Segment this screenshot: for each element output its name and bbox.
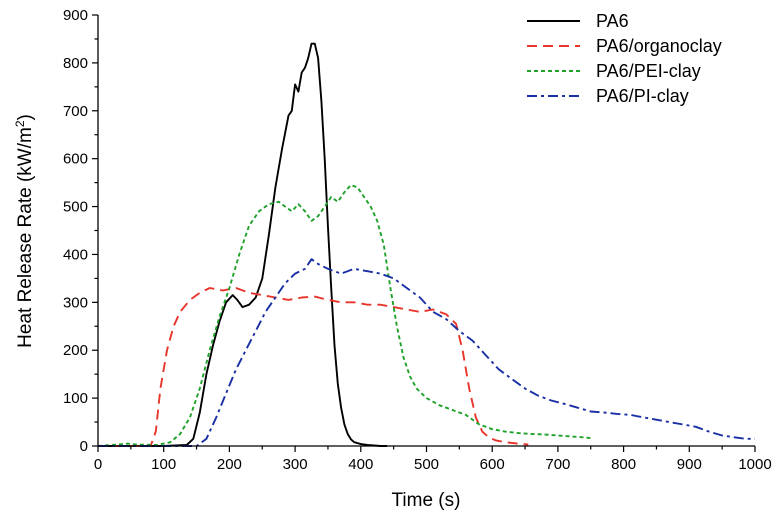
y-tick-label: 900 <box>63 7 88 24</box>
y-axis-title: Heat Release Rate (kW/m2) <box>13 114 36 348</box>
legend-label: PA6/PEI-clay <box>596 61 701 81</box>
legend-label: PA6 <box>596 11 629 31</box>
x-axis-title: Time (s) <box>392 490 461 511</box>
x-tick-label: 0 <box>94 456 102 473</box>
y-tick-label: 200 <box>63 342 88 359</box>
x-tick-label: 600 <box>480 456 505 473</box>
y-tick-label: 400 <box>63 246 88 263</box>
series-layer <box>97 42 755 447</box>
series-line-0 <box>98 42 388 447</box>
x-tick-label: 400 <box>348 456 373 473</box>
series-line-2 <box>97 184 593 447</box>
y-tick-label: 600 <box>63 151 88 168</box>
x-tick-label: 1000 <box>738 456 771 473</box>
series-line-3 <box>98 258 755 447</box>
legend-label: PA6/organoclay <box>596 36 722 56</box>
y-tick-label: 100 <box>63 390 88 407</box>
x-tick-label: 900 <box>677 456 702 473</box>
x-tick-label: 800 <box>611 456 636 473</box>
y-tick-label: 500 <box>63 199 88 216</box>
x-tick-label: 500 <box>414 456 439 473</box>
y-axis-title-close: ) <box>15 114 36 120</box>
y-tick-label: 0 <box>80 438 88 455</box>
legend: PA6 PA6/organoclay PA6/PEI-clay PA6/PI-clay <box>527 11 722 106</box>
tick-labels-layer: 0 100 200 300 400 500 600 700 800 900 1000 0 100 200 3… <box>63 7 772 473</box>
y-tick-label: 300 <box>63 294 88 311</box>
x-tick-label: 700 <box>545 456 570 473</box>
y-tick-label: 800 <box>63 55 88 72</box>
x-tick-label: 200 <box>217 456 242 473</box>
y-tick-label: 700 <box>63 103 88 120</box>
y-axis-title-sup: 2 <box>13 120 27 127</box>
ticks-layer <box>92 14 756 452</box>
x-tick-label: 300 <box>283 456 308 473</box>
legend-label: PA6/PI-clay <box>596 86 689 106</box>
x-tick-label: 100 <box>151 456 176 473</box>
series-line-1 <box>98 287 529 447</box>
y-axis-title-main: Heat Release Rate (kW/m <box>15 127 36 348</box>
